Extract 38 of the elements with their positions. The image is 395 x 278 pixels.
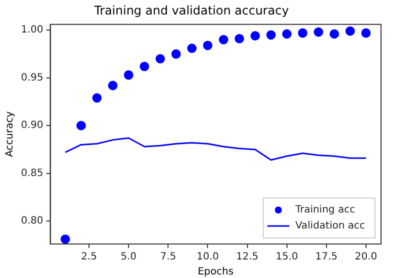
point (345, 26, 355, 36)
y-tick-label: 0.80 (21, 216, 44, 227)
point (218, 34, 228, 44)
x-tick-label: 10.0 (196, 252, 219, 263)
point (92, 93, 102, 103)
point (330, 29, 340, 39)
y-tick-label: 0.95 (21, 72, 44, 84)
point (282, 29, 292, 39)
point (234, 34, 244, 44)
legend-label: Validation acc (295, 220, 366, 232)
x-axis-title: Epochs (198, 266, 234, 278)
point (298, 28, 308, 38)
point (60, 234, 70, 244)
point (203, 40, 212, 50)
point (76, 120, 86, 130)
y-axis-title: Accuracy (4, 111, 16, 158)
x-tick-label: 7.5 (160, 252, 176, 263)
x-tick-label: 5.0 (120, 252, 137, 263)
point (266, 30, 276, 40)
y-tick-label: 0.90 (21, 120, 44, 132)
point (108, 80, 118, 90)
point (140, 62, 150, 72)
x-tick-label: 17.5 (315, 252, 338, 263)
point (361, 28, 371, 38)
x-tick-label: 2.5 (81, 252, 97, 263)
chart-title: Training and validation accuracy (93, 3, 289, 18)
y-tick-label: 0.85 (21, 168, 44, 179)
point (124, 70, 134, 80)
y-tick-label: 1.00 (21, 24, 44, 36)
point (250, 31, 260, 41)
point (171, 49, 181, 59)
x-tick-label: 15.0 (276, 252, 298, 263)
x-tick-label: 12.5 (236, 252, 258, 263)
point (187, 44, 197, 53)
legend-label: Training acc (294, 204, 356, 216)
point (156, 54, 165, 64)
point (314, 27, 324, 37)
x-tick-label: 20.0 (354, 252, 378, 263)
